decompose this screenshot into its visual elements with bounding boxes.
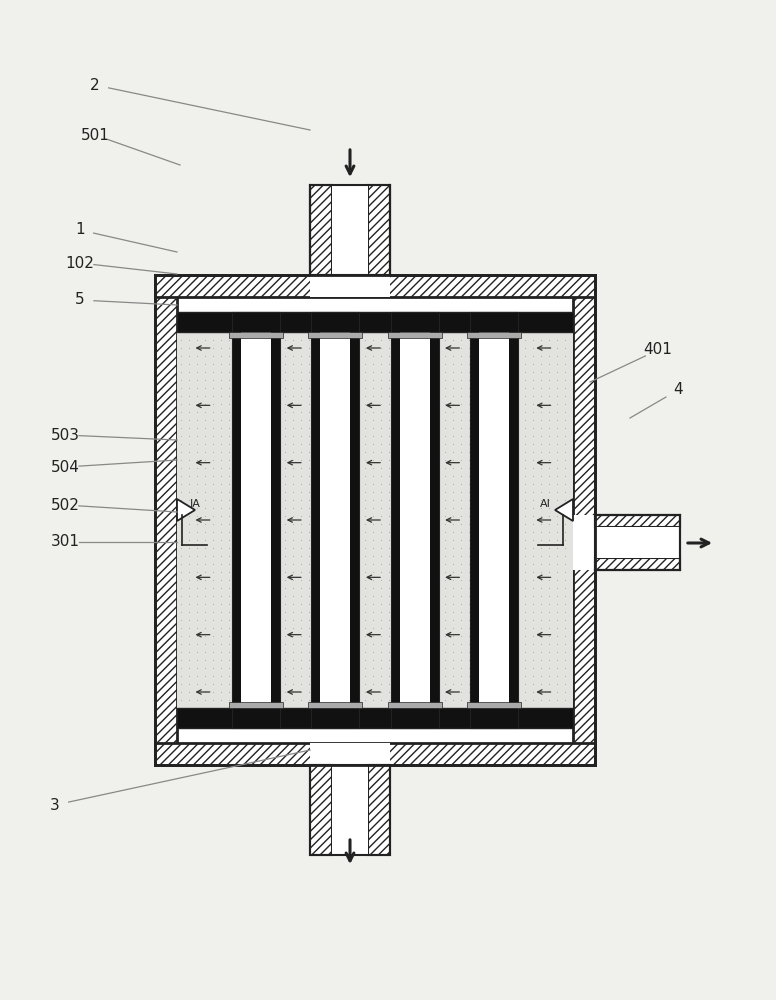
Bar [595,515,680,570]
Bar [177,708,573,728]
Polygon shape [555,499,573,521]
Bar [595,527,680,558]
Bar [310,765,332,855]
Bar [177,297,573,743]
Text: IA: IA [190,499,201,509]
Bar [573,515,595,570]
Text: 4: 4 [674,382,683,397]
Bar [308,702,362,708]
Bar [466,702,521,708]
Bar [241,332,272,708]
Bar [177,312,573,332]
Text: AI: AI [540,499,551,509]
Text: 502: 502 [50,497,79,512]
Bar [229,332,283,338]
Bar [332,765,368,855]
Bar [229,702,283,708]
Bar [320,332,351,708]
Bar [332,185,368,275]
Text: 102: 102 [65,255,95,270]
Text: 2: 2 [90,78,100,93]
Text: 401: 401 [643,342,673,358]
Bar [310,185,332,275]
Bar [155,275,595,765]
Text: 504: 504 [50,460,79,475]
Text: 501: 501 [81,127,109,142]
Text: 301: 301 [50,534,79,550]
Bar [469,312,518,728]
Bar [311,312,359,728]
Bar [310,185,390,275]
Bar [310,765,390,855]
Bar [387,702,442,708]
Bar [155,275,595,297]
Text: 503: 503 [50,428,79,442]
Bar [177,312,573,728]
Bar [573,275,595,765]
Bar [390,312,438,728]
Bar [595,558,680,570]
Bar [155,743,595,765]
Text: 5: 5 [75,292,85,308]
Bar [387,332,442,338]
Bar [308,332,362,338]
Bar [310,275,390,297]
Bar [232,312,280,728]
Bar [155,275,177,765]
Bar [368,185,390,275]
Bar [155,275,595,765]
Text: 1: 1 [75,223,85,237]
Bar [310,743,390,765]
Bar [466,332,521,338]
Bar [479,332,509,708]
Bar [595,515,680,527]
Polygon shape [177,499,195,521]
Bar [400,332,430,708]
Text: 3: 3 [50,798,60,812]
Bar [310,275,390,297]
Bar [368,765,390,855]
